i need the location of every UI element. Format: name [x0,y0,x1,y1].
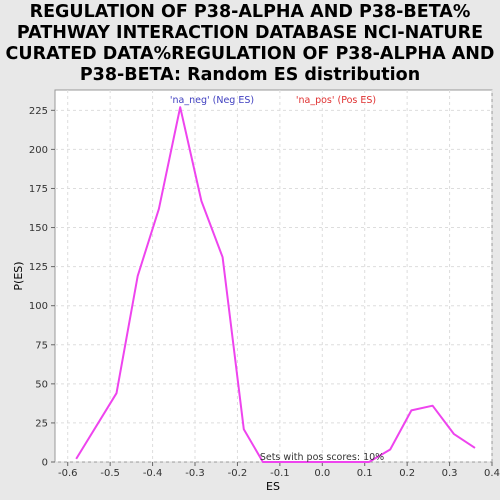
chart-title: REGULATION OF P38-ALPHA AND P38-BETA% PA… [5,2,495,85]
x-tick-label: 0.4 [484,468,500,479]
pos-scores-annotation: Sets with pos scores: 10% [260,452,384,463]
series-lines [75,106,476,463]
y-tick-label: 225 [29,106,48,117]
x-axis-title: ES [266,480,280,493]
y-axis-title: P(ES) [12,261,25,290]
x-tick-label: 0.0 [314,468,330,479]
y-tick-label: 100 [29,301,48,312]
y-tick-label: 75 [35,340,48,351]
x-tick-label: -0.1 [270,468,290,479]
y-tick-label: 150 [29,223,48,234]
legend: 'na_neg' (Neg ES) 'na_pos' (Pos ES) [170,95,376,106]
plot-background [54,89,493,463]
x-tick-label: 0.3 [442,468,458,479]
y-tick-label: 25 [35,418,48,429]
legend-entry-pos: 'na_pos' (Pos ES) [296,95,376,106]
axes: 0 25 50 75 100 125 150 175 200 225 -0.6 -0.5 -0.4 -0.… [29,106,500,479]
y-tick-label: 50 [35,379,48,390]
y-tick-label: 175 [29,184,48,195]
x-tick-label: 0.2 [399,468,415,479]
es-distribution-line [75,106,476,463]
x-tick-label: -0.5 [100,468,120,479]
grid-lines [55,90,493,463]
x-tick-label: -0.3 [185,468,205,479]
y-tick-label: 0 [42,458,48,469]
y-tick-label: 125 [29,262,48,273]
y-tick-label: 200 [29,145,48,156]
legend-entry-neg: 'na_neg' (Neg ES) [170,95,254,106]
x-tick-label: -0.4 [143,468,163,479]
x-tick-label: -0.6 [58,468,78,479]
x-tick-label: 0.1 [357,468,373,479]
x-tick-label: -0.2 [228,468,248,479]
